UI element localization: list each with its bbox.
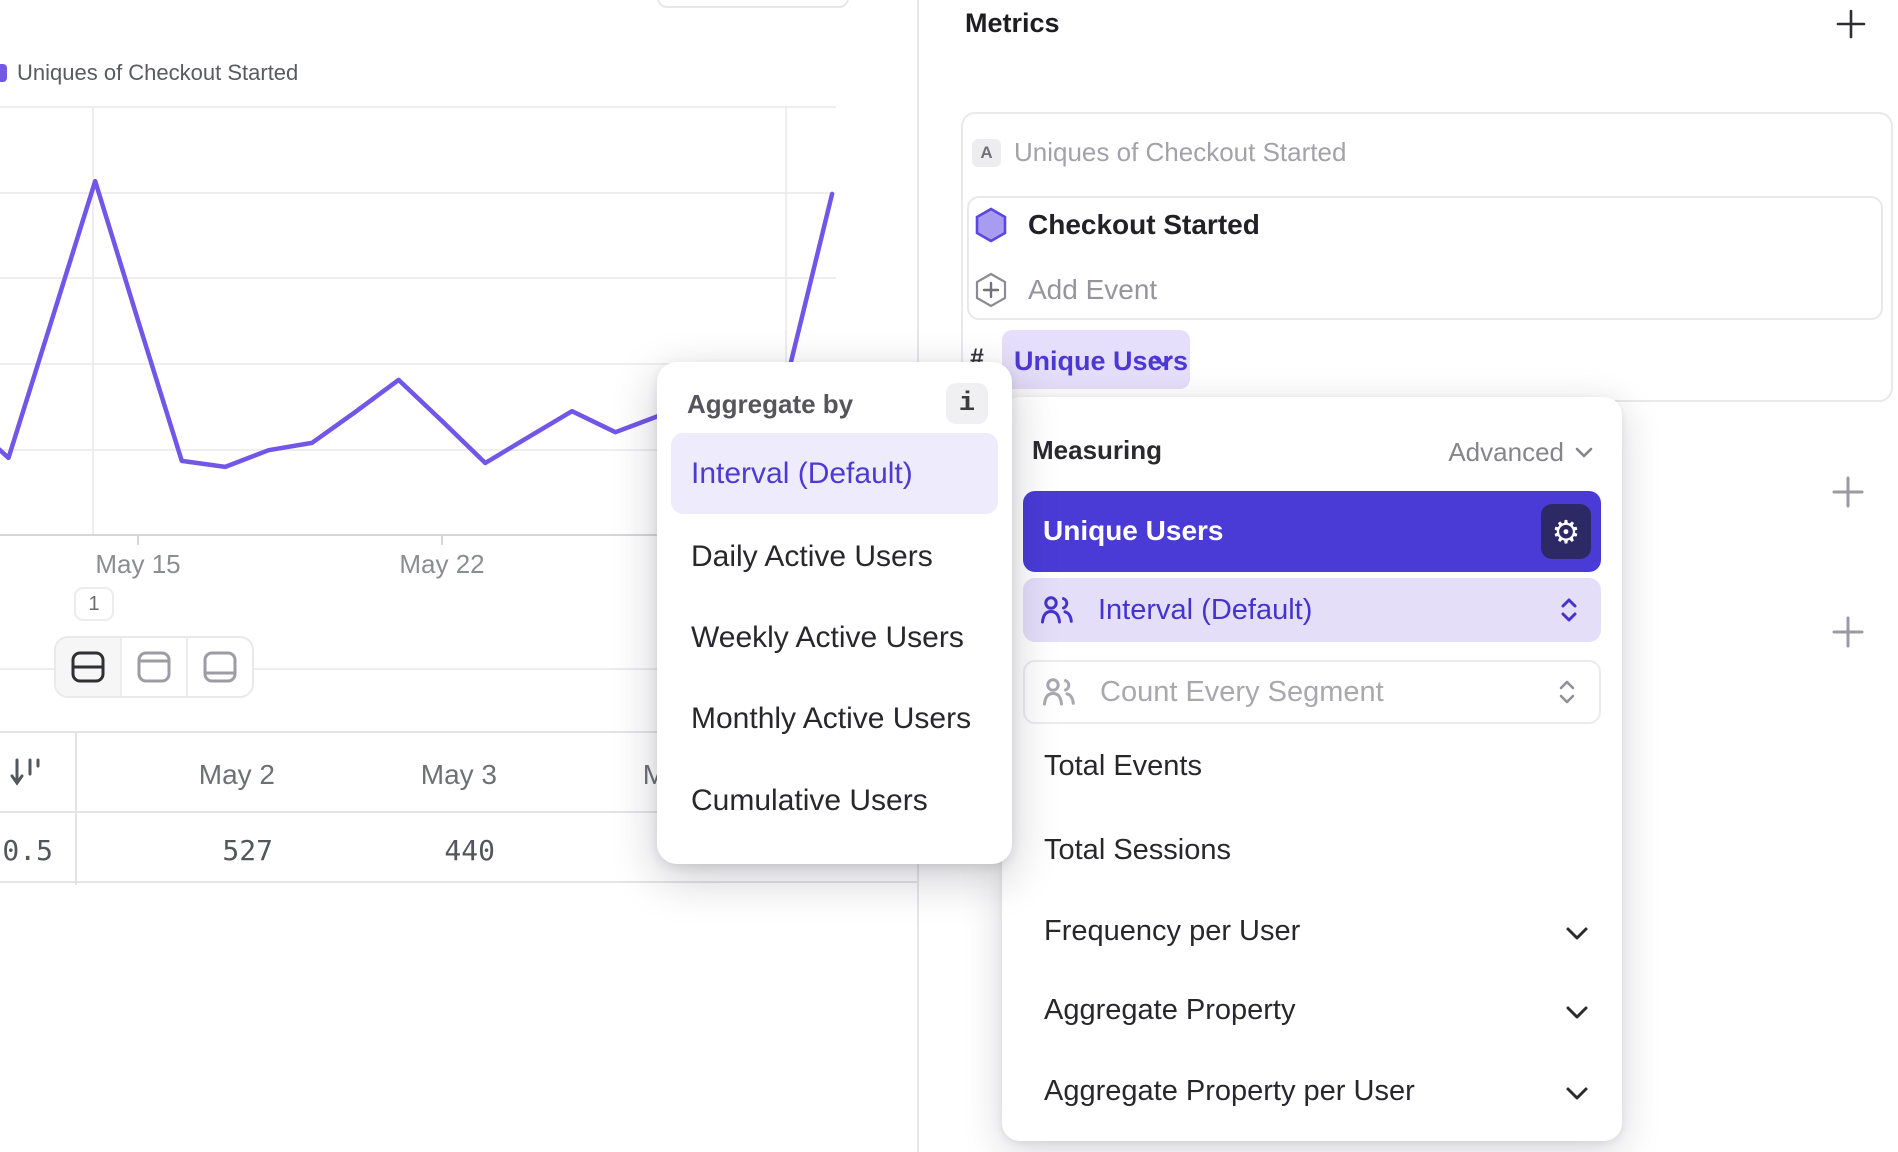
plus-icon [1832, 616, 1864, 648]
aggregate-option[interactable]: Cumulative Users [691, 784, 928, 817]
table-top-icon [137, 651, 171, 683]
measure-menu-item[interactable]: Aggregate Property per User [1044, 1075, 1415, 1107]
split-rows-icon [71, 651, 105, 683]
up-down-chevrons-icon [1559, 680, 1575, 704]
chevron-down-icon [1575, 447, 1593, 458]
column-header[interactable]: May 2 [198, 759, 275, 790]
users-icon [1043, 678, 1075, 706]
event-card [967, 196, 1883, 320]
aggregation-label: Count Every Segment [1100, 675, 1384, 708]
gear-icon: ⚙ [1551, 512, 1581, 551]
table-layout-toggle [54, 636, 254, 698]
measure-menu-item[interactable]: Frequency per User [1044, 915, 1301, 947]
chevron-down-icon [1566, 927, 1588, 940]
metrics-section-title: Metrics [965, 8, 1060, 38]
table-bottom-icon [203, 651, 237, 683]
cell-value: 527 [222, 834, 273, 867]
column-divider [75, 733, 77, 885]
add-section-button[interactable] [1830, 614, 1866, 650]
x-tick-label: May 22 [399, 549, 485, 579]
legend-color-pill [0, 64, 7, 82]
aggregate-option[interactable]: Weekly Active Users [691, 621, 964, 654]
legend-label: Uniques of Checkout Started [17, 60, 299, 85]
aggregate-option[interactable]: Daily Active Users [691, 540, 933, 573]
measure-menu-item[interactable]: Total Events [1044, 750, 1202, 782]
up-down-chevrons-icon [1561, 598, 1577, 622]
aggregation-row-count-every-segment[interactable]: Count Every Segment [1023, 660, 1601, 724]
aggregation-label: Interval (Default) [1098, 593, 1313, 626]
selected-measure-button[interactable]: Unique Users ⚙ [1023, 491, 1601, 572]
chevron-down-icon [1566, 1006, 1588, 1019]
aggregate-option[interactable]: Monthly Active Users [691, 702, 972, 735]
measuring-popup: Measuring Advanced Unique Users ⚙ Interv… [1002, 397, 1622, 1141]
aggregation-row-interval[interactable]: Interval (Default) [1023, 578, 1601, 642]
advanced-mode-toggle[interactable]: Advanced [1448, 437, 1594, 468]
sort-icon[interactable] [8, 755, 48, 789]
add-metric-button[interactable] [1833, 6, 1869, 42]
table-row[interactable]: 0.5 527 440 [0, 813, 917, 883]
chart-gridlines [0, 106, 836, 535]
event-hexagon-icon [975, 207, 1007, 243]
section-divider [0, 668, 917, 670]
chevron-down-icon [1566, 1087, 1588, 1100]
clipped-top-button[interactable] [657, 0, 849, 8]
aggregate-option-selected[interactable]: Interval (Default) [671, 433, 998, 514]
measuring-title: Measuring [1032, 435, 1163, 465]
chevron-down-icon [1153, 355, 1173, 367]
cell-value: 440 [444, 834, 495, 867]
series-count-badge[interactable]: 1 [74, 587, 114, 621]
aggregate-option-label: Interval (Default) [691, 456, 913, 490]
selected-measure-label: Unique Users [1043, 515, 1224, 546]
metric-name: Uniques of Checkout Started [1014, 137, 1347, 167]
row-label: 0.5 [2, 834, 53, 867]
column-header[interactable]: May 3 [420, 759, 497, 790]
measure-settings-button[interactable]: ⚙ [1541, 504, 1591, 559]
x-tick-label: May 15 [95, 549, 181, 579]
add-section-button[interactable] [1830, 474, 1866, 510]
aggregate-by-popup: Aggregate by i Interval (Default) Daily … [657, 362, 1012, 864]
event-name[interactable]: Checkout Started [1028, 209, 1260, 240]
info-icon: i [958, 388, 976, 419]
layout-table-top-button[interactable] [122, 638, 188, 696]
layout-split-rows-button[interactable] [56, 638, 122, 696]
plus-icon [1832, 476, 1864, 508]
metric-letter-badge: A [972, 139, 1001, 167]
plus-icon [1836, 9, 1866, 39]
measure-menu-item[interactable]: Aggregate Property [1044, 994, 1296, 1026]
add-event-button[interactable]: Add Event [1028, 274, 1158, 305]
aggregate-by-title: Aggregate by [687, 389, 854, 419]
info-button[interactable]: i [946, 383, 988, 424]
layout-table-bottom-button[interactable] [188, 638, 252, 696]
advanced-label: Advanced [1448, 437, 1564, 467]
measure-menu-item[interactable]: Total Sessions [1044, 834, 1231, 866]
users-icon [1041, 596, 1073, 624]
add-event-hexagon-icon [975, 272, 1007, 308]
